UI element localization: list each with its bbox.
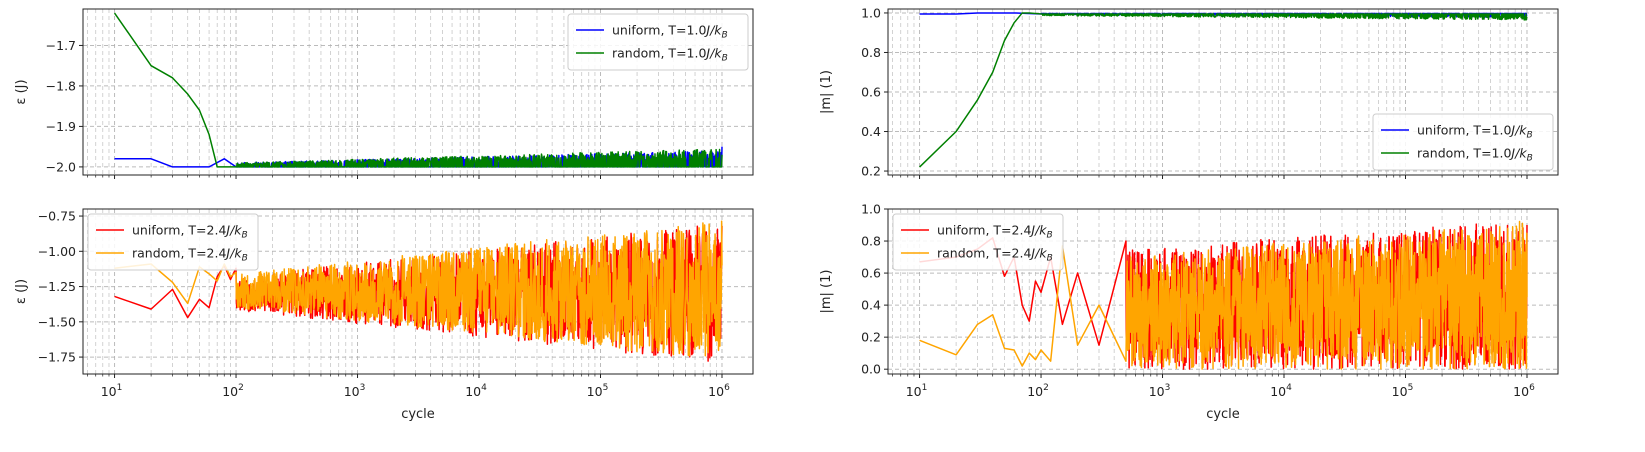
mag-T1-series	[919, 12, 1528, 168]
legend-entry: uniform, T=1.0J/kB	[1417, 123, 1533, 141]
energy-T24-xlabel: cycle	[401, 407, 435, 422]
y-tick-label: −1.50	[38, 314, 76, 329]
energy-T1-frame	[82, 8, 754, 176]
y-tick-label: −1.9	[46, 119, 76, 134]
legend-entry: random, T=2.4J/kB	[132, 246, 248, 264]
x-tick-label: 104	[1270, 383, 1292, 399]
legend-entry: uniform, T=2.4J/kB	[132, 223, 248, 241]
legend-box	[87, 213, 259, 271]
legend-entry: random, T=2.4J/kB	[937, 246, 1053, 264]
series-line-2	[114, 220, 723, 357]
energy-T24-legend: uniform, T=2.4J/kB random, T=2.4J/kB	[87, 213, 259, 271]
x-tick-label: 105	[1392, 383, 1414, 399]
y-tick-label: −1.75	[38, 350, 76, 365]
mag-T24-panel: 0.0 0.2 0.4 0.6 0.8 1.0 101 102 103 104 105 106 |m|…	[819, 202, 1559, 422]
y-tick-label: −1.00	[38, 244, 76, 259]
mag-T1-legend: uniform, T=1.0J/kB random, T=1.0J/kB	[1372, 113, 1554, 171]
y-tick-label: 0.0	[861, 362, 881, 377]
legend-entry: uniform, T=2.4J/kB	[937, 223, 1053, 241]
x-tick-label: 101	[906, 383, 928, 399]
y-tick-label: −1.7	[46, 38, 76, 53]
y-tick-label: 0.4	[861, 298, 881, 313]
y-tick-label: 1.0	[861, 202, 881, 217]
x-tick-label: 104	[465, 383, 487, 399]
energy-T24-series	[114, 220, 723, 362]
legend-box	[567, 13, 749, 71]
energy-T24-ylabel: ε (J)	[14, 279, 29, 304]
y-tick-label: 0.6	[861, 85, 881, 100]
series-line-2	[919, 220, 1528, 370]
y-tick-label: 0.2	[861, 330, 881, 345]
x-tick-label: 102	[222, 383, 244, 399]
x-tick-label: 106	[708, 383, 730, 399]
x-tick-label: 101	[101, 383, 123, 399]
x-tick-label: 105	[587, 383, 609, 399]
mag-T24-ticks: 0.0 0.2 0.4 0.6 0.8 1.0 101 102 103 104 105 106	[861, 202, 1535, 400]
y-tick-label: 0.8	[861, 45, 881, 60]
energy-T24-ticks: −1.75 −1.50 −1.25 −1.00 −0.75 101 102 103 104 105…	[38, 209, 730, 399]
x-tick-label: 106	[1513, 383, 1535, 399]
y-tick-label: −1.8	[46, 78, 76, 93]
y-tick-label: −0.75	[38, 209, 76, 224]
energy-T1-panel: −2.0 −1.9 −1.8 −1.7 ε (J) uniform, T=1.0J/k…	[14, 8, 754, 179]
energy-T1-ylabel: ε (J)	[14, 79, 29, 104]
mag-T24-ylabel: |m| (1)	[819, 270, 834, 314]
y-tick-label: 0.2	[861, 164, 881, 179]
mag-T24-xlabel: cycle	[1206, 407, 1240, 422]
y-tick-label: 0.8	[861, 234, 881, 249]
legend-entry: uniform, T=1.0J/kB	[612, 23, 728, 41]
x-tick-label: 103	[344, 383, 366, 399]
y-tick-label: 0.4	[861, 124, 881, 139]
mag-T24-series	[919, 220, 1528, 370]
y-tick-label: 1.0	[861, 5, 881, 20]
mag-T1-ylabel: |m| (1)	[819, 70, 834, 114]
energy-T1-legend: uniform, T=1.0J/kB random, T=1.0J/kB	[567, 13, 749, 71]
legend-box	[1372, 113, 1554, 171]
mag-T1-panel: 0.2 0.4 0.6 0.8 1.0 |m| (1) uniform, T=1.0J/…	[819, 5, 1559, 179]
energy-T24-panel: −1.75 −1.50 −1.25 −1.00 −0.75 101 102 103 104 105…	[14, 208, 754, 422]
y-tick-label: −1.25	[38, 279, 76, 294]
y-tick-label: −2.0	[46, 159, 76, 174]
mag-T24-frame	[887, 208, 1559, 375]
legend-box	[892, 213, 1064, 271]
x-tick-label: 102	[1027, 383, 1049, 399]
legend-entry: random, T=1.0J/kB	[1417, 146, 1533, 164]
x-tick-label: 103	[1149, 383, 1171, 399]
legend-entry: random, T=1.0J/kB	[612, 46, 728, 64]
energy-T24-frame	[82, 208, 754, 375]
series-line-2	[919, 12, 1528, 168]
energy-T1-ticks: −2.0 −1.9 −1.8 −1.7	[46, 38, 723, 179]
y-tick-label: 0.6	[861, 266, 881, 281]
mag-T1-ticks: 0.2 0.4 0.6 0.8 1.0	[861, 5, 1528, 179]
series-line-2	[113, 12, 723, 168]
energy-T1-series	[113, 12, 723, 168]
mag-T24-legend: uniform, T=2.4J/kB random, T=2.4J/kB	[892, 213, 1064, 271]
